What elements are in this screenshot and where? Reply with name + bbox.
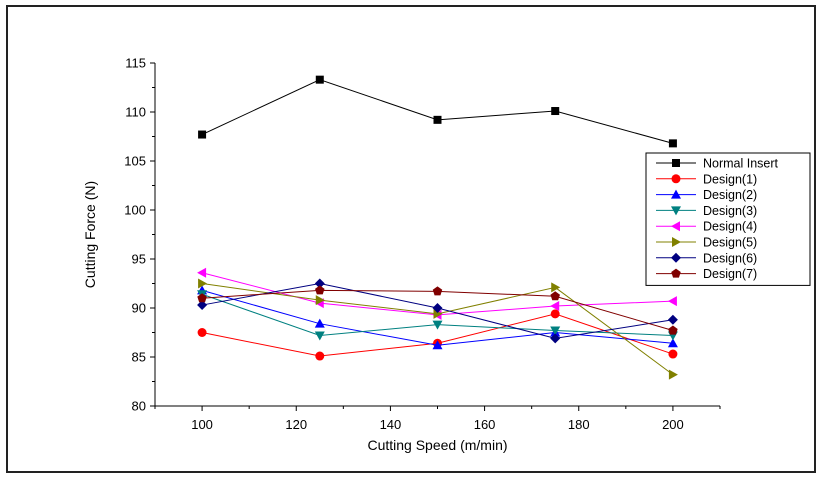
data-point bbox=[550, 309, 560, 319]
series-line bbox=[201, 289, 673, 346]
series-layer bbox=[197, 75, 678, 380]
data-point bbox=[197, 328, 207, 337]
data-point bbox=[551, 107, 560, 116]
x-tick-label: 160 bbox=[474, 417, 496, 432]
data-point bbox=[668, 369, 678, 380]
legend-marker bbox=[671, 206, 681, 216]
axes: 80 85 90 95 100 105 110 115 100 120 140 160 180 200 bbox=[124, 56, 721, 432]
y-tick-label: 80 bbox=[132, 399, 146, 414]
data-point bbox=[315, 285, 325, 295]
y-tick-label: 105 bbox=[124, 154, 146, 169]
y-tick-label: 110 bbox=[125, 105, 146, 120]
data-point bbox=[667, 296, 677, 307]
legend-marker bbox=[671, 268, 681, 278]
legend-marker bbox=[672, 237, 681, 247]
series-0 bbox=[198, 75, 677, 148]
legend-box bbox=[645, 152, 811, 286]
x-tick-label: 100 bbox=[191, 417, 213, 432]
data-point bbox=[433, 115, 442, 124]
data-point bbox=[432, 340, 443, 350]
data-point bbox=[315, 75, 324, 84]
data-point bbox=[197, 300, 208, 311]
y-axis-label: Cutting Force (N) bbox=[82, 181, 98, 288]
x-axis-label: Cutting Speed (m/min) bbox=[367, 437, 507, 453]
x-tick-label: 140 bbox=[380, 417, 402, 432]
data-point bbox=[668, 325, 678, 335]
data-point bbox=[550, 301, 560, 312]
series-line bbox=[201, 79, 674, 144]
data-point bbox=[432, 320, 443, 330]
data-point bbox=[550, 326, 561, 336]
data-point bbox=[197, 293, 207, 303]
legend-label: Design(4) bbox=[703, 220, 757, 234]
legend-label: Design(1) bbox=[703, 172, 757, 186]
data-point bbox=[314, 278, 325, 289]
data-point bbox=[667, 314, 678, 325]
x-tick-label: 120 bbox=[285, 417, 307, 432]
data-point bbox=[551, 282, 561, 293]
data-point bbox=[314, 318, 325, 328]
y-tick-label: 100 bbox=[124, 203, 146, 218]
x-tick-label: 180 bbox=[568, 417, 590, 432]
legend-label: Design(2) bbox=[703, 188, 757, 202]
legend-marker bbox=[672, 159, 680, 167]
y-tick-label: 90 bbox=[132, 301, 146, 316]
data-point bbox=[314, 331, 325, 341]
legend-label: Design(6) bbox=[703, 251, 757, 265]
legend-marker bbox=[671, 252, 681, 263]
data-point bbox=[315, 295, 325, 306]
legend-marker bbox=[671, 174, 681, 184]
data-point bbox=[432, 286, 443, 296]
data-point bbox=[667, 338, 678, 348]
legend-marker bbox=[671, 189, 681, 199]
data-point bbox=[668, 139, 677, 148]
y-tick-label: 85 bbox=[132, 350, 146, 365]
data-point bbox=[198, 278, 208, 289]
data-point bbox=[668, 349, 678, 359]
legend-label: Normal Insert bbox=[703, 157, 779, 171]
data-point bbox=[432, 303, 443, 313]
series-5 bbox=[198, 278, 678, 380]
legend-label: Design(7) bbox=[703, 267, 757, 281]
series-6 bbox=[197, 278, 678, 344]
y-tick-label: 115 bbox=[125, 56, 146, 71]
data-point bbox=[433, 308, 443, 319]
legend-label: Design(5) bbox=[703, 236, 757, 250]
series-line bbox=[201, 313, 674, 357]
data-point bbox=[315, 351, 325, 361]
x-tick-label: 200 bbox=[662, 417, 684, 432]
data-point bbox=[550, 333, 561, 344]
y-tick-label: 95 bbox=[132, 252, 146, 267]
data-point bbox=[198, 130, 207, 139]
legend-marker bbox=[671, 221, 680, 232]
legend-label: Design(3) bbox=[703, 204, 757, 218]
data-point bbox=[197, 267, 207, 278]
series-7 bbox=[197, 285, 678, 335]
data-point bbox=[550, 291, 560, 301]
